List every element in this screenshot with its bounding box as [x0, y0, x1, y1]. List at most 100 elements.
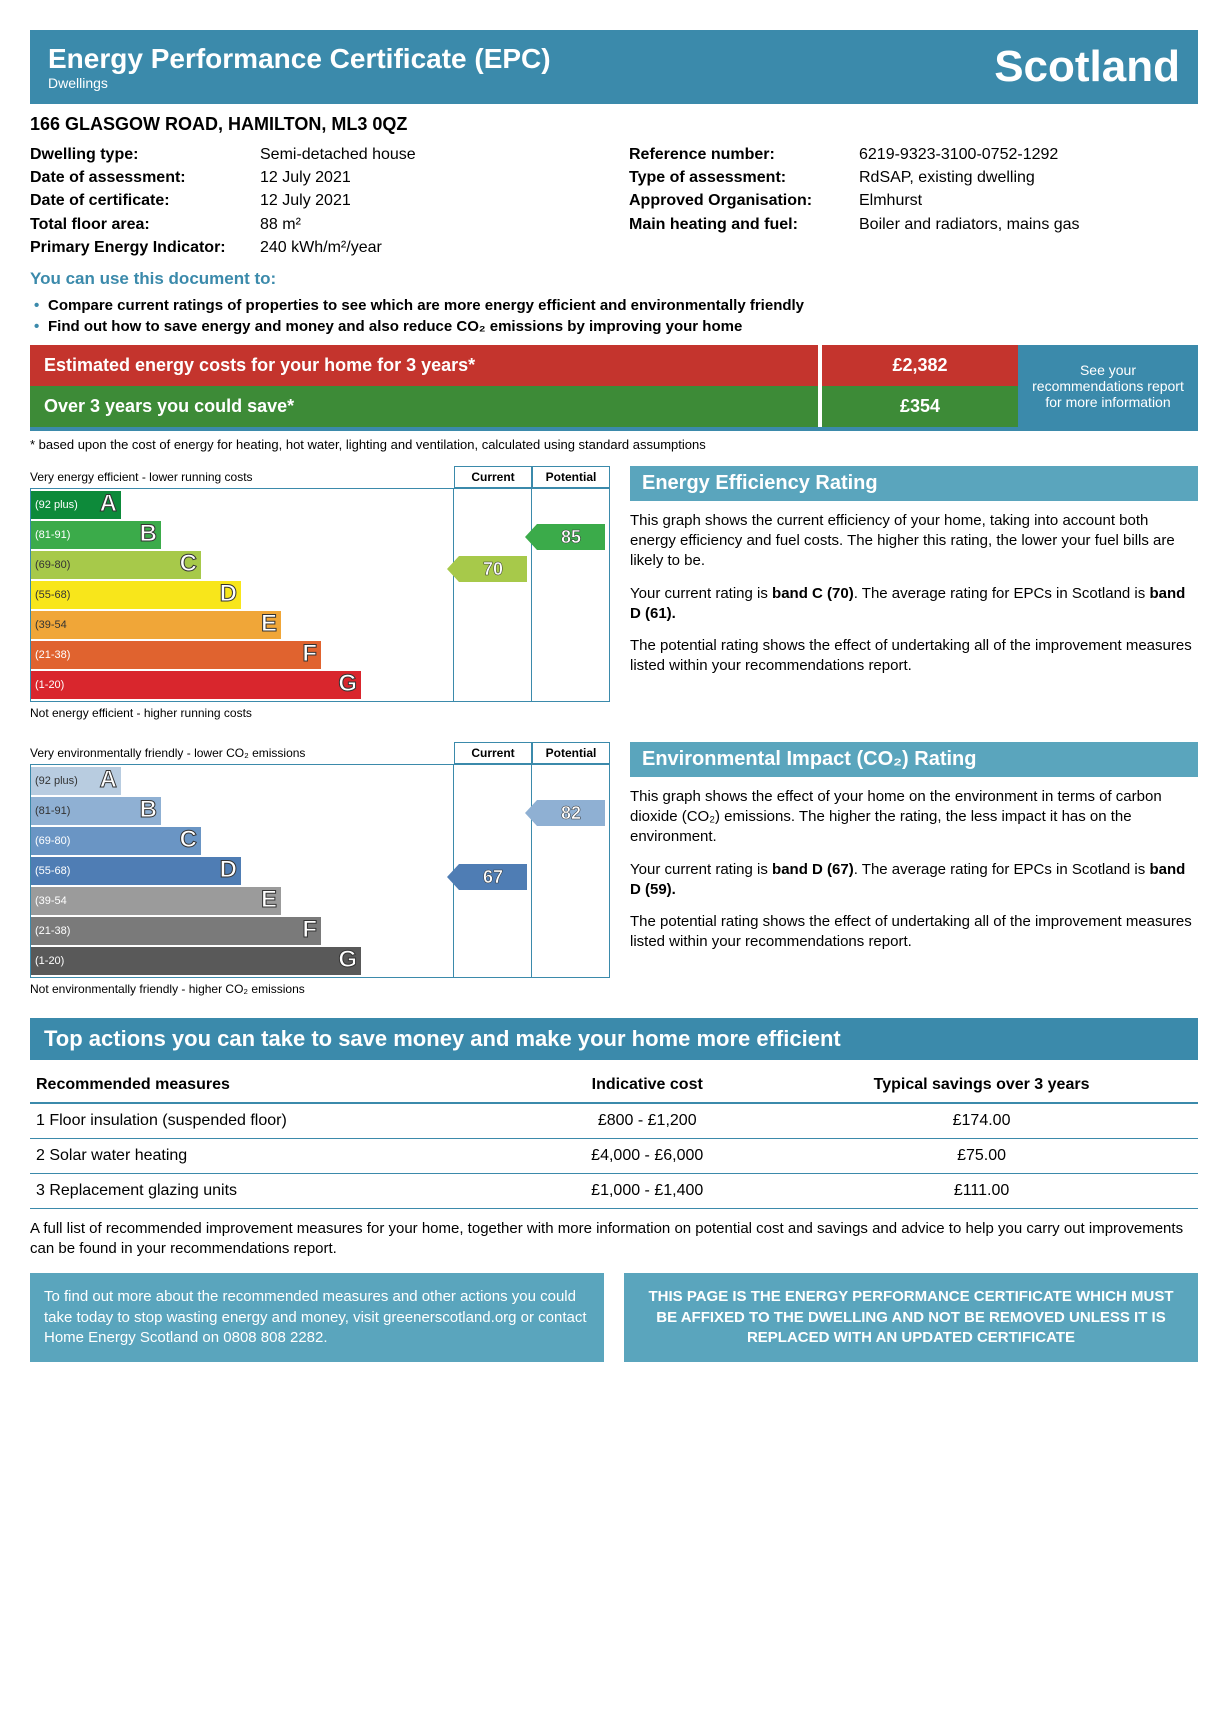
- measure-cell: £75.00: [765, 1138, 1198, 1173]
- measure-cell: £800 - £1,200: [529, 1103, 765, 1139]
- detail-label: Primary Energy Indicator:: [30, 236, 260, 259]
- detail-label: Dwelling type:: [30, 143, 260, 166]
- environmental-description: Environmental Impact (CO₂) Rating This g…: [630, 742, 1198, 1000]
- potential-pointer: 85: [537, 524, 605, 550]
- band-row: (1-20) G: [31, 947, 453, 975]
- detail-value: Boiler and radiators, mains gas: [859, 213, 1080, 236]
- band-range: (92 plus): [31, 491, 78, 519]
- measure-cell: £111.00: [765, 1173, 1198, 1208]
- est-cost-label: Estimated energy costs for your home for…: [30, 345, 818, 386]
- band-range: (1-20): [31, 947, 64, 975]
- info-box-right: THIS PAGE IS THE ENERGY PERFORMANCE CERT…: [624, 1273, 1198, 1362]
- detail-label: Date of certificate:: [30, 189, 260, 212]
- environmental-chart: Very environmentally friendly - lower CO…: [30, 742, 610, 1000]
- band-row: (92 plus)A: [31, 767, 453, 795]
- environmental-p2: Your current rating is band D (67). The …: [630, 860, 1198, 901]
- header-bar: Energy Performance Certificate (EPC) Dwe…: [30, 30, 1198, 104]
- doc-subtitle: Dwellings: [48, 75, 551, 91]
- cost-table: Estimated energy costs for your home for…: [30, 345, 1198, 431]
- band-letter: G: [338, 670, 357, 698]
- band-range: (39-54: [31, 887, 67, 915]
- band-row: (1-20) G: [31, 671, 453, 699]
- efficiency-description: Energy Efficiency Rating This graph show…: [630, 466, 1198, 724]
- measure-cell: 1 Floor insulation (suspended floor): [30, 1103, 529, 1139]
- measures-col-head: Indicative cost: [529, 1068, 765, 1103]
- band-letter: F: [302, 916, 317, 944]
- efficiency-heading: Energy Efficiency Rating: [630, 466, 1198, 501]
- efficiency-p2: Your current rating is band C (70). The …: [630, 584, 1198, 625]
- band-range: (55-68): [31, 581, 70, 609]
- band-range: (39-54: [31, 611, 67, 639]
- est-cost-value: £2,382: [818, 345, 1018, 386]
- detail-label: Type of assessment:: [629, 166, 859, 189]
- detail-value: 12 July 2021: [260, 189, 351, 212]
- bullet-item: Find out how to save energy and money an…: [30, 316, 1198, 337]
- col-potential: Potential: [532, 742, 610, 764]
- band-row: (81-91)B: [31, 797, 453, 825]
- band-row: (81-91) B: [31, 521, 453, 549]
- measure-row: 1 Floor insulation (suspended floor)£800…: [30, 1103, 1198, 1139]
- region-label: Scotland: [994, 42, 1180, 92]
- environmental-p3: The potential rating shows the effect of…: [630, 912, 1198, 953]
- detail-value: 6219-9323-3100-0752-1292: [859, 143, 1058, 166]
- band-row: (21-38) F: [31, 641, 453, 669]
- band-row: (69-80) C: [31, 827, 453, 855]
- detail-value: Elmhurst: [859, 189, 922, 212]
- detail-label: Date of assessment:: [30, 166, 260, 189]
- see-recommendations: See your recommendations report for more…: [1018, 345, 1198, 427]
- detail-label: Main heating and fuel:: [629, 213, 859, 236]
- measure-cell: 2 Solar water heating: [30, 1138, 529, 1173]
- current-pointer: 70: [459, 556, 527, 582]
- save-label: Over 3 years you could save*: [30, 386, 818, 427]
- detail-value: Semi-detached house: [260, 143, 416, 166]
- band-row: (39-54 E: [31, 611, 453, 639]
- col-potential: Potential: [532, 466, 610, 488]
- detail-label: Approved Organisation:: [629, 189, 859, 212]
- bullet-item: Compare current ratings of properties to…: [30, 295, 1198, 316]
- doc-title: Energy Performance Certificate (EPC): [48, 43, 551, 75]
- cost-note: * based upon the cost of energy for heat…: [30, 437, 1198, 452]
- environmental-p1: This graph shows the effect of your home…: [630, 787, 1198, 848]
- band-letter: C: [180, 550, 197, 578]
- detail-value: 240 kWh/m²/year: [260, 236, 382, 259]
- band-row: (21-38) F: [31, 917, 453, 945]
- measure-row: 3 Replacement glazing units£1,000 - £1,4…: [30, 1173, 1198, 1208]
- current-column: 67: [453, 765, 531, 977]
- measure-cell: £1,000 - £1,400: [529, 1173, 765, 1208]
- environmental-heading: Environmental Impact (CO₂) Rating: [630, 742, 1198, 777]
- band-range: (69-80): [31, 827, 70, 855]
- band-letter: B: [140, 520, 157, 548]
- measure-cell: £174.00: [765, 1103, 1198, 1139]
- band-letter: E: [261, 610, 277, 638]
- chart-bottom-label: Not energy efficient - higher running co…: [30, 702, 610, 724]
- measures-col-head: Recommended measures: [30, 1068, 529, 1103]
- measure-cell: 3 Replacement glazing units: [30, 1173, 529, 1208]
- band-row: (55-68) D: [31, 581, 453, 609]
- band-letter: A: [100, 766, 117, 794]
- measures-table: Recommended measuresIndicative costTypic…: [30, 1068, 1198, 1209]
- band-row: (69-80) C: [31, 551, 453, 579]
- potential-pointer: 82: [537, 800, 605, 826]
- potential-column: 85: [531, 489, 609, 701]
- detail-label: Total floor area:: [30, 213, 260, 236]
- band-range: (21-38): [31, 641, 70, 669]
- detail-value: RdSAP, existing dwelling: [859, 166, 1035, 189]
- band-letter: D: [220, 580, 237, 608]
- detail-value: 12 July 2021: [260, 166, 351, 189]
- band-letter: F: [302, 640, 317, 668]
- chart-top-label: Very environmentally friendly - lower CO…: [30, 742, 454, 764]
- band-range: (69-80): [31, 551, 70, 579]
- band-range: (81-91): [31, 521, 70, 549]
- band-range: (55-68): [31, 857, 70, 885]
- band-range: (1-20): [31, 671, 64, 699]
- col-current: Current: [454, 466, 532, 488]
- band-letter: C: [180, 826, 197, 854]
- property-details: Dwelling type:Semi-detached houseDate of…: [30, 143, 1198, 259]
- measures-footer: A full list of recommended improvement m…: [30, 1219, 1198, 1260]
- efficiency-p1: This graph shows the current efficiency …: [630, 511, 1198, 572]
- band-letter: B: [140, 796, 157, 824]
- band-letter: G: [338, 946, 357, 974]
- chart-top-label: Very energy efficient - lower running co…: [30, 466, 454, 488]
- col-current: Current: [454, 742, 532, 764]
- band-range: (21-38): [31, 917, 70, 945]
